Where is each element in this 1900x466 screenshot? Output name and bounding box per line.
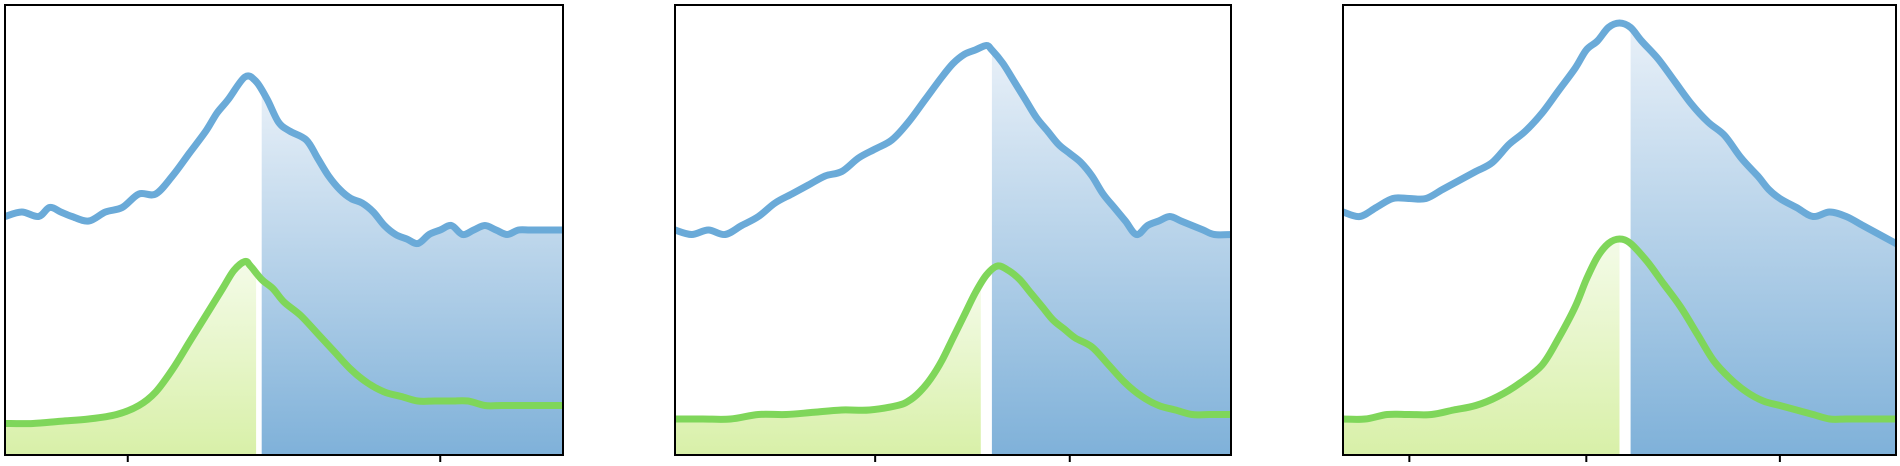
plot-frame bbox=[674, 4, 1232, 456]
green-shaded-area bbox=[675, 284, 981, 455]
plot-area bbox=[675, 42, 1231, 455]
chart-panel-3 bbox=[1342, 4, 1897, 462]
green-shaded-area bbox=[1343, 239, 1620, 455]
green-series-line bbox=[1343, 235, 1896, 423]
blue-series-line bbox=[1343, 19, 1896, 247]
green-series-line bbox=[5, 257, 563, 428]
plot-area bbox=[1343, 19, 1896, 455]
blue-shaded-area bbox=[1630, 27, 1896, 455]
plot-area bbox=[5, 72, 563, 455]
plot-frame bbox=[1342, 4, 1897, 456]
blue-series-line bbox=[5, 72, 563, 248]
green-shaded-area bbox=[5, 261, 257, 455]
blue-series-line bbox=[675, 42, 1231, 239]
blue-shaded-area bbox=[261, 90, 563, 455]
chart-panel-1 bbox=[4, 4, 564, 462]
green-series-line bbox=[675, 262, 1231, 423]
chart-panel-2 bbox=[674, 4, 1232, 462]
blue-shaded-area bbox=[991, 50, 1231, 455]
plot-frame bbox=[4, 4, 564, 456]
